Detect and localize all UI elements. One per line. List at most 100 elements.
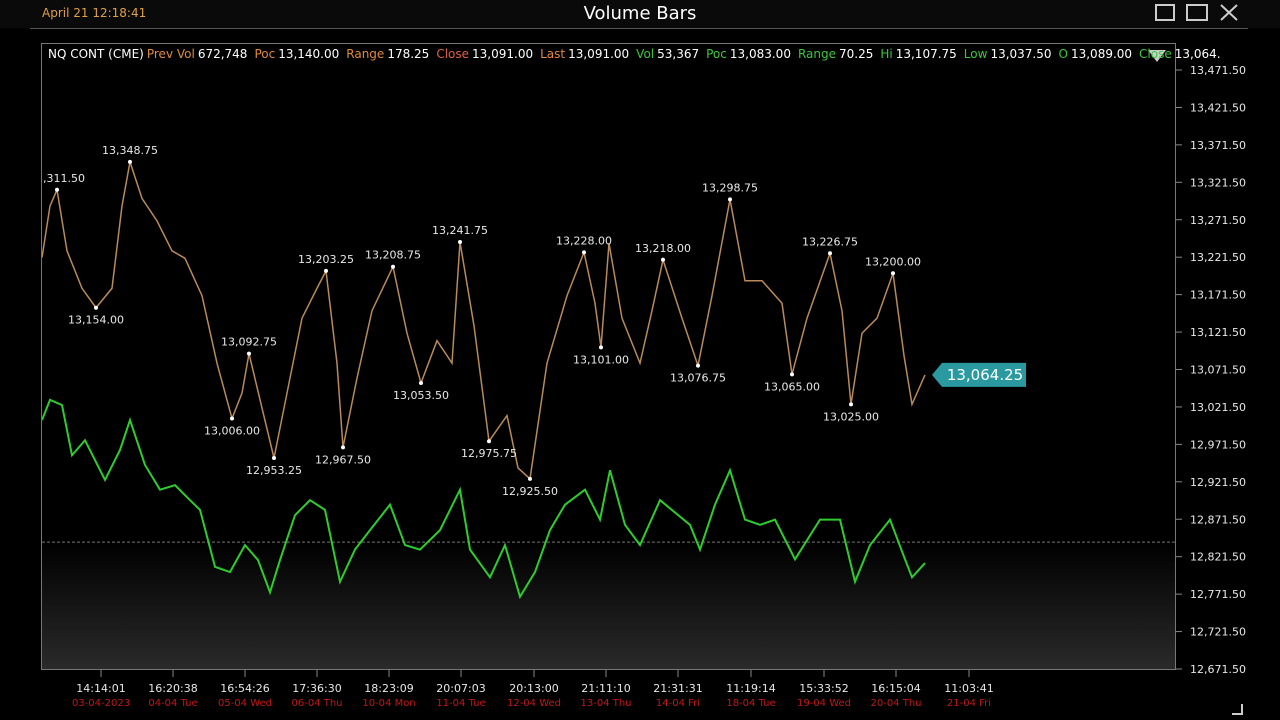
y-tick-label: 12,871.50 [1190,513,1246,526]
x-tick-label: 11:03:41 [944,682,993,695]
window-title: Volume Bars [584,3,697,24]
x-tick-date: 21-04 Fri [947,698,991,709]
swing-marker [528,476,532,481]
swing-marker [247,351,251,356]
plot-frame [41,43,1176,670]
swing-label: 13,076.75 [670,372,726,385]
y-tick-label: 13,021.50 [1190,401,1246,414]
info-label: Range [346,47,385,61]
info-label: Poc [706,47,727,61]
x-tick-date: 12-04 Wed [507,698,561,709]
info-label: Hi [880,47,893,61]
swing-marker [94,305,98,310]
info-value: 53,367 [657,47,700,61]
swing-marker [128,159,132,164]
info-value: 13,091.00 [472,47,534,61]
swing-label: 12,953.25 [246,464,302,477]
x-tick-date: 05-04 Wed [218,698,272,709]
x-tick-label: 20:13:00 [509,682,558,695]
swing-marker [891,271,895,276]
y-tick-label: 13,321.50 [1190,176,1246,189]
maximize-button[interactable] [1186,4,1208,21]
indicator-line [42,398,926,600]
swing-marker [458,240,462,245]
swing-marker [230,416,234,421]
x-tick-label: 16:54:26 [220,682,269,695]
x-tick-label: 11:19:14 [726,682,775,695]
y-tick-label: 12,971.50 [1190,438,1246,451]
swing-marker [599,345,603,350]
info-label: O [1058,47,1068,61]
restore-button[interactable] [1155,4,1175,21]
swing-marker [582,250,586,255]
x-tick-date: 11-04 Tue [436,698,485,709]
swing-label: 12,925.50 [502,485,558,498]
window-buttons[interactable] [1155,4,1238,21]
swing-marker [487,439,491,444]
swing-label: 13,208.75 [365,249,421,262]
swing-marker [849,402,853,407]
x-tick-date: 14-04 Fri [656,698,700,709]
x-tick-date: 03-04-2023 [72,698,130,709]
swing-label: 13,218.00 [635,242,691,255]
swing-label: 13,203.25 [298,253,354,266]
x-tick-label: 21:11:10 [581,682,630,695]
info-label: Low [963,47,988,61]
swing-label: 13,092.75 [221,336,277,349]
swing-marker [419,380,423,385]
swing-label: 13,154.00 [68,314,124,327]
y-tick-label: 13,171.50 [1190,289,1246,302]
x-tick-date: 19-04 Wed [797,698,851,709]
info-value: 13,107.75 [895,47,957,61]
info-label: Close [1139,47,1172,61]
x-tick-date: 18-04 Tue [726,698,775,709]
menu-arrow[interactable] [1148,50,1166,62]
info-label: Last [540,47,566,61]
close-button[interactable] [1220,4,1238,21]
info-value: 13,140.00 [278,47,340,61]
x-tick-label: 18:23:09 [364,682,413,695]
swing-label: 12,975.75 [461,447,517,460]
swing-label: 13,200.00 [865,255,921,268]
info-value: 13,064. [1174,47,1221,61]
swing-marker [696,363,700,368]
swing-label: 13,226.75 [802,235,858,248]
info-value: 672,748 [197,47,248,61]
y-tick-label: 12,671.50 [1190,663,1246,676]
swing-marker [828,251,832,256]
y-tick-label: 12,921.50 [1190,476,1246,489]
y-tick-label: 13,421.50 [1190,101,1246,114]
x-tick-date: 20-04 Thu [870,698,921,709]
x-tick-date: 13-04 Thu [580,698,631,709]
swing-marker [55,187,59,192]
x-tick-label: 16:20:38 [148,682,197,695]
swing-label: 13,228.00 [556,234,612,247]
swing-label: 13,298.75 [702,181,758,194]
swing-label: 13,006.00 [204,425,260,438]
info-value: 13,083.00 [729,47,791,61]
lower-shade [42,542,1175,669]
price-line [42,161,926,481]
swing-label: 13,053.50 [393,389,449,402]
swing-marker [272,456,276,461]
info-value: 13,091.00 [568,47,630,61]
swing-label: 12,967.50 [315,453,371,466]
y-tick-label: 12,821.50 [1190,551,1246,564]
y-tick-label: 13,121.50 [1190,326,1246,339]
x-tick-label: 14:14:01 [76,682,125,695]
swing-label: 13,241.75 [432,224,488,237]
x-tick-date: 06-04 Thu [291,698,342,709]
swing-label: 13,065.00 [764,380,820,393]
resize-grip[interactable] [1232,704,1243,715]
info-label: NQ CONT (CME) [48,47,144,61]
swing-label: 13,025.00 [823,410,879,423]
info-bar: NQ CONT (CME) Prev Vol 672,748 Poc 13,140.00… [48,47,1225,61]
y-tick-label: 13,071.50 [1190,364,1246,377]
clock: April 21 12:18:41 [42,6,146,20]
info-label: Poc [254,47,276,61]
swing-marker [324,268,328,273]
y-tick-label: 13,371.50 [1190,139,1246,152]
swing-marker [728,197,732,202]
